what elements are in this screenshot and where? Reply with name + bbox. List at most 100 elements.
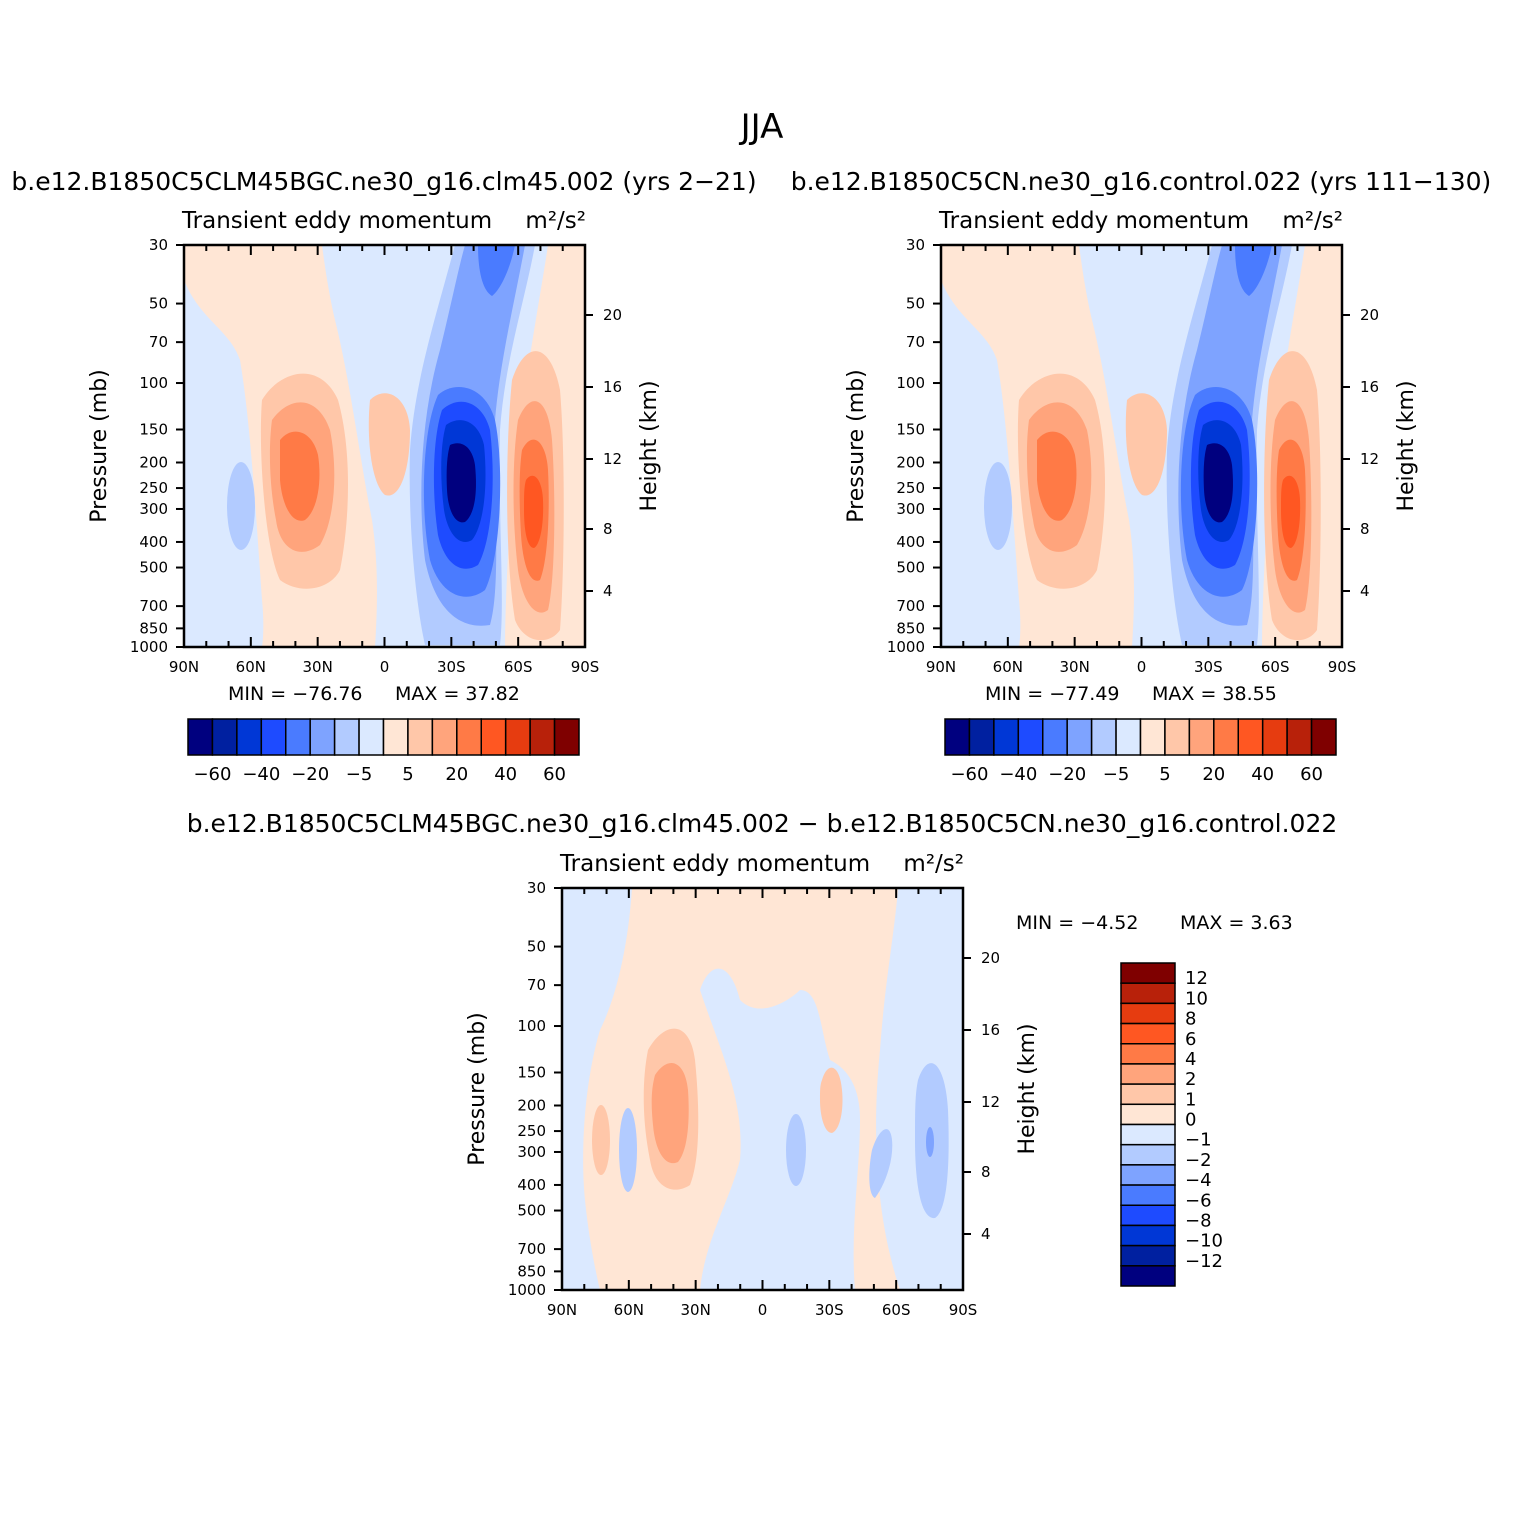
panel-3-height-tick-label: 12 [981,1093,1000,1111]
panel-2-pressure-tick-label: 400 [896,533,925,551]
panel-2-case-title: b.e12.B1850C5CN.ne30_g16.control.022 (yr… [791,167,1492,196]
panel-1-blue-jet-core-upper [478,245,515,296]
panel-3-orange-nh-core [651,1063,689,1164]
panel-1-lat-tick-label: 90N [169,658,199,676]
panel-difference: b.e12.B1850C5CLM45BGC.ne30_g16.clm45.002… [187,809,1338,1319]
panel-3-colorbar-swatch [1120,1265,1176,1287]
panel-3-colorbar-swatch [1120,1204,1176,1227]
panel-3-pressure-tick-label: 100 [517,1017,546,1035]
panel-3-colorbar-label: −10 [1185,1231,1223,1252]
panel-1-colorbar-swatch [309,718,336,756]
panel-3-colorbar-swatch [1120,1224,1176,1247]
panel-3-blue-patch-15s [786,1114,806,1186]
panel-1-colorbar-swatch [553,718,580,756]
panel-3-colorbar-swatch [1120,1244,1176,1267]
panel-3-pressure-tick-label: 200 [517,1096,546,1114]
panel-2-colorbar-swatch [1286,718,1313,756]
panel-1-pressure-tick-label: 30 [149,236,168,254]
panel-3-blue-region-center [700,968,860,1290]
panel-1-pressure-tick-label: 250 [139,479,168,497]
panel-3-colorbar-label: −6 [1185,1190,1212,1211]
panel-3-lat-tick-label: 60N [614,1301,644,1319]
panel-1-height-tick-label: 20 [603,306,622,324]
panel-3-colorbar-label: 4 [1185,1049,1196,1070]
panel-3-colorbar-swatch [1120,1002,1176,1025]
panel-1-orange-eq [368,393,410,496]
panel-1-colorbar-label: 40 [494,764,517,785]
panel-1-colorbar-label: −5 [346,764,373,785]
panel-3-pressure-tick-label: 850 [517,1262,546,1280]
panel-2-pressure-tick-label: 30 [906,236,925,254]
panel-1-pressure-tick-label: 850 [139,619,168,637]
panel-2-title: Transient eddy momentum [938,208,1249,234]
panel-1-colorbar-swatch [480,718,507,756]
panel-2-colorbar: −60 −40 −20 −5 5 20 40 60 [944,718,1337,785]
panel-2-colorbar-swatch [1261,718,1288,756]
panel-2-lat-tick-label: 0 [1137,658,1147,676]
panel-2-height-tick-label: 12 [1360,450,1379,468]
panel-1-height-tick-label: 16 [603,378,622,396]
panel-2-blue-region-high-lat [941,280,1021,647]
panel-3-colorbar-swatch [1120,982,1176,1005]
panel-2-lat-tick-label: 30N [1060,658,1090,676]
panel-3-colorbar-swatch [1120,1143,1176,1166]
panel-2-orange-eq [1125,393,1167,496]
panel-2-pressure-tick-label: 150 [896,421,925,439]
panel-3-pressure-tick-label: 1000 [508,1281,546,1299]
panel-3-lat-tick-label: 90N [547,1301,577,1319]
panel-1-pressure-tick-label: 1000 [130,638,168,656]
panel-1-pressure-tick-label: 70 [149,333,168,351]
panel-2-pressure-tick-label: 50 [906,295,925,313]
panel-2-colorbar-swatch [1017,718,1044,756]
panel-1-height-label: Height (km) [637,380,662,511]
panel-1-colorbar-swatch [407,718,434,756]
panel-1-pressure-label: Pressure (mb) [87,369,112,523]
panel-1-colorbar-swatch [236,718,263,756]
panel-3-max-stat: MAX = 3.63 [1180,912,1293,934]
panel-2-height-tick-label: 8 [1360,520,1370,538]
panel-1-colorbar-label: 20 [445,764,468,785]
panel-3-colorbar-swatch [1120,1184,1176,1206]
panel-2-colorbar-swatch [968,718,995,756]
panel-1-pressure-tick-label: 100 [139,374,168,392]
panel-2-orange-core-nh [1037,431,1077,521]
panel-3-colorbar-label: 2 [1185,1069,1196,1090]
panel-2-colorbar-label: 20 [1202,764,1225,785]
panel-2-colorbar-swatch [1042,718,1068,756]
panel-3-orange-30s [820,1067,843,1133]
panel-2-height-tick-label: 20 [1360,306,1379,324]
panel-1-orange-core-nh [280,431,320,521]
panel-1-title: Transient eddy momentum [181,208,492,234]
panel-1-height-tick-label: 4 [603,582,613,600]
panel-3-pressure-tick-label: 700 [517,1240,546,1258]
panel-2-colorbar-swatch [1066,718,1093,756]
panel-2-colorbar-label: −5 [1103,764,1130,785]
panel-2-colorbar-swatch [1237,718,1264,756]
panel-1-colorbar-swatch [285,718,311,756]
panel-1-colorbar-swatch [260,718,287,756]
panel-3-lat-tick-label: 0 [758,1301,768,1319]
panel-3-min-stat: MIN = −4.52 [1016,912,1138,934]
panel-3-pressure-tick-label: 500 [517,1202,546,1220]
panel-2-pressure-tick-label: 500 [896,559,925,577]
panel-2-blue-patch-60n [984,462,1012,550]
panel-1-colorbar-label: −20 [291,764,329,785]
panel-1-pressure-tick-label: 150 [139,421,168,439]
panel-3-pressure-tick-label: 70 [527,976,546,994]
panel-3-height-tick-label: 4 [981,1225,991,1243]
panel-3-height-tick-label: 20 [981,949,1000,967]
panel-2-pressure-tick-label: 300 [896,500,925,518]
panel-1-colorbar-swatch [358,718,385,756]
panel-1-contour-field [184,245,585,647]
panel-3-pressure-tick-label: 30 [527,879,546,897]
panel-3-blue-patch-60s [869,1129,893,1198]
panel-1-colorbar-label: 60 [543,764,566,785]
panel-3-blue-region-west [562,888,632,1290]
panel-3-colorbar-label: 10 [1185,988,1208,1009]
panel-1-blue-jet-core-4 [446,443,476,523]
panel-2-colorbar-swatch [1115,718,1142,756]
panel-1-colorbar-swatch [211,718,238,756]
panel-3-pressure-tick-label: 150 [517,1064,546,1082]
